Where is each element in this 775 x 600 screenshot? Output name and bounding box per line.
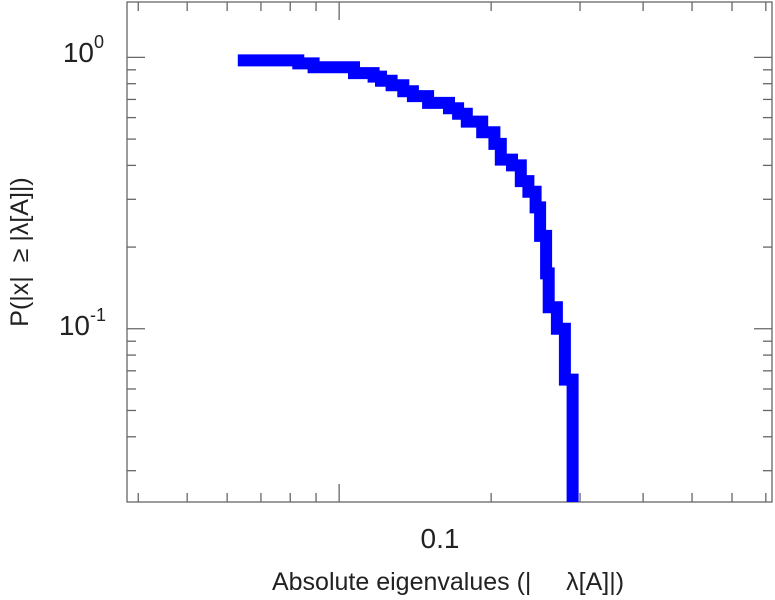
y-tick-label-2: 10-1 — [59, 305, 106, 341]
y-axis-label: P(|x| ≥ |λ[A]|) — [6, 177, 34, 326]
data-series — [237, 54, 579, 502]
x-tick-label: 0.1 — [421, 523, 460, 554]
axis-ticks — [127, 2, 772, 502]
x-axis-label: Absolute eigenvalues (| λ[A]|) — [272, 568, 624, 596]
series-line-0 — [237, 54, 579, 502]
y-tick-label-1: 100 — [63, 32, 104, 68]
plot-frame — [126, 1, 773, 503]
